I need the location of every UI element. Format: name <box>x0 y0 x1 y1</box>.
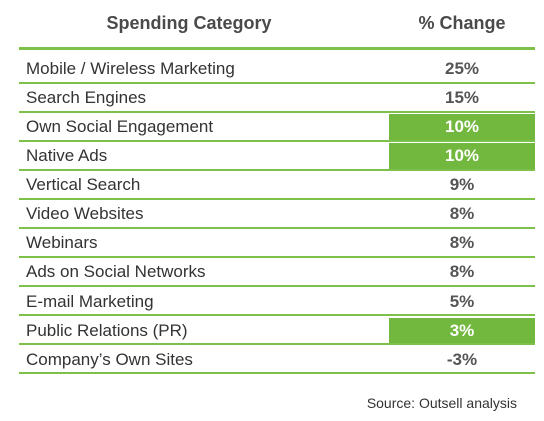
row-category: Public Relations (PR) <box>26 320 188 340</box>
row-category: Ads on Social Networks <box>26 262 206 282</box>
row-change: 10% <box>389 143 535 169</box>
row-category: Mobile / Wireless Marketing <box>26 58 235 78</box>
row-change: 5% <box>449 291 475 311</box>
row-change: 8% <box>449 262 475 282</box>
header-category: Spending Category <box>106 13 272 33</box>
row-category: E-mail Marketing <box>26 291 154 311</box>
row-change: 25% <box>444 58 480 78</box>
table-body: Mobile / Wireless Marketing 25% Search Eng… <box>19 56 535 375</box>
row-category: Search Engines <box>26 87 147 107</box>
row-change: 8% <box>449 204 475 224</box>
row-category: Own Social Engagement <box>26 116 214 136</box>
table-header: Spending Category % Change <box>19 0 535 47</box>
table-row: Own Social Engagement 10% <box>19 114 535 142</box>
row-change: 9% <box>449 175 475 195</box>
table-row: Public Relations (PR) 3% <box>19 317 535 346</box>
row-category: Company’s Own Sites <box>26 349 193 369</box>
row-change: -3% <box>446 349 478 369</box>
table-row: Webinars 8% <box>19 231 535 259</box>
spending-table: Spending Category % Change Mobile / Wire… <box>19 0 535 376</box>
row-category: Webinars <box>26 233 98 253</box>
source-note: Source: Outsell analysis <box>366 395 517 411</box>
table-row: Native Ads 10% <box>19 143 535 171</box>
table-row: Video Websites 8% <box>19 201 535 229</box>
row-change: 15% <box>444 87 480 107</box>
row-category: Native Ads <box>26 146 108 166</box>
table-row: Company’s Own Sites -3% <box>19 347 535 375</box>
row-category: Video Websites <box>26 204 144 224</box>
header-change: % Change <box>418 13 506 33</box>
row-category: Vertical Search <box>26 175 141 195</box>
table-row: Mobile / Wireless Marketing 25% <box>19 56 535 84</box>
header-rule <box>19 47 535 50</box>
row-change: 8% <box>449 233 475 253</box>
table-row: Search Engines 15% <box>19 85 535 113</box>
row-change: 10% <box>389 114 535 140</box>
table-row: Ads on Social Networks 8% <box>19 260 535 288</box>
table-row: E-mail Marketing 5% <box>19 289 535 317</box>
table-row: Vertical Search 9% <box>19 172 535 200</box>
row-change: 3% <box>389 317 535 344</box>
